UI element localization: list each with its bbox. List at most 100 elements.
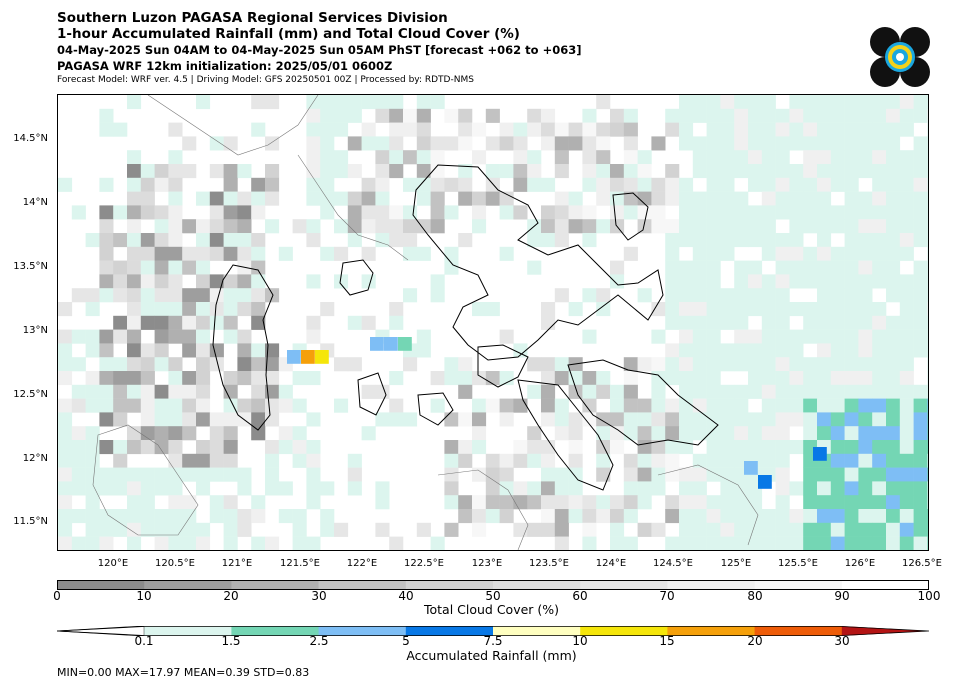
raster-cell [541,398,556,413]
raster-cell [182,315,197,330]
raster-cell [320,177,335,192]
raster-cell [85,329,100,344]
raster-cell [706,150,721,165]
raster-cell [692,233,707,248]
raster-cell [623,467,638,482]
raster-cell [844,274,859,289]
raster-cell [458,412,473,427]
raster-cell [347,357,362,372]
cloud-colorbar-label: Total Cloud Cover (%) [423,602,560,617]
raster-cell [168,426,183,441]
cloud-color-swatch [405,580,494,590]
raster-cell [651,398,666,413]
raster-cell [927,509,928,524]
raster-cell [858,233,873,248]
raster-cell [472,205,487,220]
raster-cell [761,509,776,524]
raster-cell [927,108,928,123]
raster-cell [444,136,459,151]
raster-cell [817,495,832,510]
raster-cell [761,205,776,220]
raster-cell [706,219,721,234]
raster-cell [914,550,928,551]
raster-cell [127,440,142,455]
raster-cell [858,246,873,261]
raster-cell [830,467,845,482]
raster-cell [830,246,845,261]
raster-cell [58,329,73,344]
leyte-coast [657,464,759,546]
raster-cell [182,288,197,303]
raster-cell [223,412,238,427]
cloud-color-swatch [57,580,145,590]
raster-cell [541,481,556,496]
raster-cell [527,453,542,468]
raster-cell [748,260,763,275]
raster-cell [706,536,721,550]
raster-cell [817,412,832,427]
raster-cell [706,302,721,317]
raster-cell [927,357,928,372]
raster-cell [168,495,183,510]
raster-cell [361,384,376,399]
raster-cell [803,302,818,317]
raster-cell [775,233,790,248]
raster-cell [706,191,721,206]
raster-cell [513,481,528,496]
raster-cell [927,329,928,344]
raster-cell [720,315,735,330]
raster-cell [872,108,887,123]
raster-cell [830,481,845,496]
raster-cell [541,522,556,537]
raster-cell [361,191,376,206]
raster-cell [209,274,224,289]
raster-cell [886,260,901,275]
rain-color-swatch [405,626,494,636]
raster-cell [58,481,73,496]
raster-cell [803,260,818,275]
raster-cell [389,302,404,317]
raster-cell [223,177,238,192]
raster-cell [927,384,928,399]
raster-cell [789,122,804,137]
raster-cell [637,522,652,537]
raster-cell [858,357,873,372]
raster-cell [623,371,638,386]
raster-cell [140,233,155,248]
raster-cell [127,357,142,372]
raster-cell [154,177,169,192]
raster-cell [665,509,680,524]
raster-cell [886,481,901,496]
raster-cell [582,205,597,220]
raster-cell [71,329,86,344]
raster-cell [430,164,445,179]
cloud-tick: 40 [398,589,414,603]
raster-cell [803,536,818,550]
raster-cell [858,205,873,220]
raster-cell [720,150,735,165]
raster-cell [278,384,293,399]
raster-cell [99,219,114,234]
cloud-tick: 0 [53,589,61,603]
raster-cell [140,302,155,317]
raster-cell [140,481,155,496]
raster-cell [858,495,873,510]
raster-cell [927,536,928,550]
raster-cell [789,384,804,399]
raster-cell [679,233,694,248]
raster-cell [541,371,556,386]
raster-cell [389,108,404,123]
raster-cell [99,122,114,137]
raster-cell [844,191,859,206]
raster-cell [403,177,418,192]
raster-cell [554,191,569,206]
raster-cell [831,550,845,551]
lat-label: 11.5°N [13,516,48,527]
raster-cell [223,315,238,330]
raster-cell [430,274,445,289]
raster-cell [292,219,307,234]
raster-cell [803,122,818,137]
raster-cell [541,233,556,248]
raster-cell [817,481,832,496]
raster-cell [692,329,707,344]
